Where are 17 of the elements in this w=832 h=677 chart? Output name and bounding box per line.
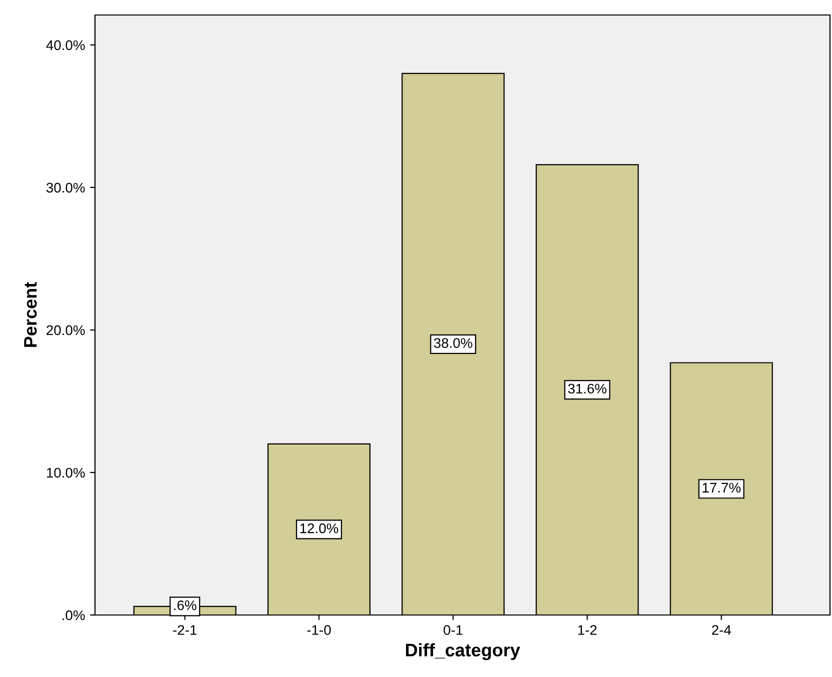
x-axis-title: Diff_category — [406, 643, 520, 660]
x-tick-label: 0-1 — [444, 625, 462, 635]
data-label: 12.0% — [300, 523, 338, 534]
data-label: .6% — [174, 600, 196, 610]
x-tick-label: -2-1 — [173, 625, 197, 635]
x-tick-label: -1-0 — [307, 625, 331, 635]
y-tick-label: 30.0% — [46, 182, 85, 193]
y-tick-label: 40.0% — [46, 40, 85, 50]
data-label: 17.7% — [702, 482, 741, 493]
data-label: 38.0% — [434, 338, 472, 348]
x-tick-label: 2-4 — [712, 625, 731, 635]
y-axis-title: Percent — [24, 282, 37, 347]
y-tick-label: 10.0% — [46, 468, 85, 478]
data-label: 31.6% — [568, 384, 606, 394]
y-tick-label: .0% — [62, 610, 85, 620]
y-tick-label: 20.0% — [46, 325, 85, 336]
x-tick-label: 1-2 — [578, 625, 597, 635]
